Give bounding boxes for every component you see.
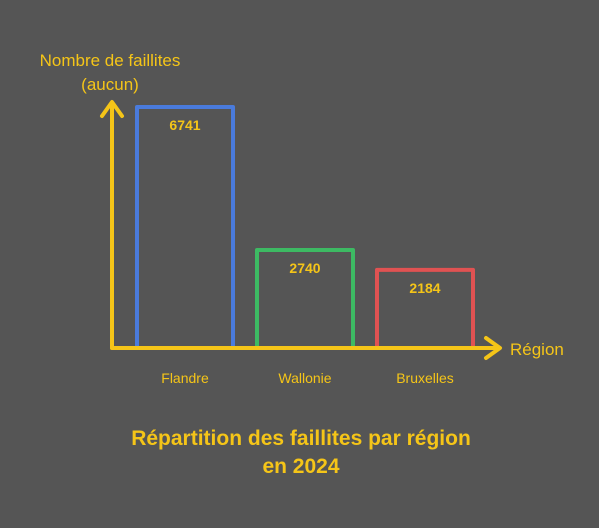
category-label-flandre: Flandre (161, 370, 209, 386)
y-axis-label-line-2: (aucun) (81, 75, 139, 94)
axes (100, 100, 502, 360)
x-axis-arrowhead (484, 336, 502, 360)
y-axis-label: Nombre de faillites (aucun) (40, 51, 181, 94)
category-label-wallonie: Wallonie (278, 370, 331, 386)
chart-title-line-1: Répartition des faillites par région (131, 427, 471, 450)
category-label-bruxelles: Bruxelles (396, 370, 454, 386)
bar-flandre (135, 105, 235, 350)
y-axis-arrowhead (100, 100, 124, 118)
y-axis-label-line-1: Nombre de faillites (40, 51, 181, 70)
value-label-flandre: 6741 (169, 117, 200, 133)
chart-title-line-2: en 2024 (262, 455, 339, 478)
bars-group: 6741 Flandre 2740 Wallonie 2184 Bruxelles (135, 105, 475, 386)
value-label-wallonie: 2740 (289, 260, 320, 276)
title: Répartition des faillites par région en … (131, 427, 471, 478)
x-axis-label: Région (510, 340, 564, 359)
value-label-bruxelles: 2184 (409, 280, 440, 296)
